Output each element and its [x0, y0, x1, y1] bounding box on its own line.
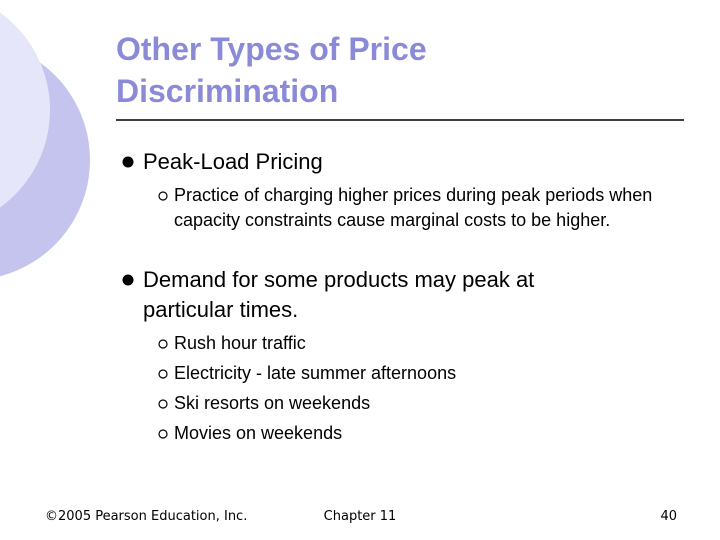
footer-center: Chapter 11 [323, 509, 397, 524]
slide-title: Other Types of Price Discrimination [116, 31, 427, 109]
footer-left: ©2005 Pearson Education, Inc. [45, 509, 248, 524]
footer-page: 40 [660, 509, 677, 524]
deco-circle [0, 12, 50, 208]
sub-bullet-text: Movies on weekends [174, 423, 343, 443]
sub-bullet-text: Practice of charging higher prices durin… [174, 185, 653, 230]
bullet: Demand for some products may peak at par… [143, 267, 535, 322]
sub-bullet-text: Ski resorts on weekends [174, 393, 371, 413]
sub-bullet [158, 399, 168, 409]
bullet-dot [122, 156, 134, 168]
sub-bullet [158, 339, 168, 349]
sub-bullet [158, 191, 168, 201]
sub-bullet-text: Rush hour traffic [174, 333, 306, 353]
sub-bullet-text: Electricity - late summer afternoons [174, 363, 457, 383]
bullet: Peak-Load Pricing [143, 149, 323, 174]
sub-bullet [158, 429, 168, 439]
bullet-dot [122, 274, 134, 286]
sub-bullet [158, 369, 168, 379]
